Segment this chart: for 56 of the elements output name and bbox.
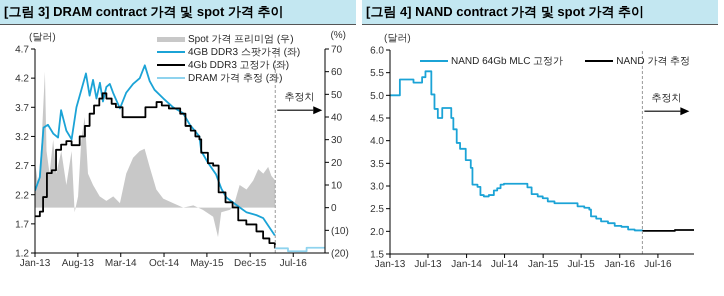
y2-tick-label: 30 <box>331 135 343 146</box>
y2-axis-title: (%) <box>330 30 346 41</box>
x-tick-label: May-15 <box>190 258 224 270</box>
x-tick-label: Jan-14 <box>451 259 482 270</box>
y-tick-label: 2.2 <box>15 190 30 202</box>
chart-title: [그림 3] DRAM contract 가격 및 spot 가격 추이 <box>0 0 356 25</box>
x-tick-label: Jul-15 <box>568 259 596 270</box>
legend-label: 4Gb DDR3 고정가 (좌) <box>187 59 290 71</box>
y-tick-label: 1.7 <box>15 219 30 230</box>
y2-tick-label: 60 <box>331 67 343 78</box>
y-tick-label: 3.5 <box>370 158 384 170</box>
y2-tick-label: 50 <box>331 90 343 101</box>
x-tick-label: Jul-16 <box>280 258 308 270</box>
x-tick-label: Aug-13 <box>62 258 94 270</box>
y-tick-label: 3.7 <box>15 102 30 114</box>
x-tick-label: Mar-14 <box>104 258 138 270</box>
legend-label: NAND 64Gb MLC 고정가 <box>450 55 564 67</box>
legend-label: 4GB DDR3 스팟가격 (좌) <box>187 46 300 58</box>
x-tick-label: Oct-14 <box>149 258 180 270</box>
y-tick-label: 4.7 <box>15 44 30 56</box>
y2-tick-label: 20 <box>331 158 343 169</box>
legend-label: Spot 가격 프리미엄 (우) <box>187 33 295 45</box>
chart-title: [그림 4] NAND contract 가격 및 spot 가격 추이 <box>362 0 718 25</box>
x-tick-label: Jan-15 <box>528 259 559 270</box>
y2-tick-label: 10 <box>331 180 343 192</box>
x-tick-label: Dec-15 <box>234 258 267 270</box>
y-tick-label: 1.5 <box>370 250 384 261</box>
x-tick-label: Jul-13 <box>414 259 442 270</box>
y-axis-title: (달러) <box>384 32 411 45</box>
y-tick-label: 3.0 <box>370 182 384 193</box>
y-tick-label: 1.2 <box>15 248 30 260</box>
y-tick-label: 4.0 <box>370 136 384 148</box>
y-tick-label: 4.2 <box>15 74 30 85</box>
y2-tick-label: 70 <box>331 44 343 56</box>
y-tick-label: 2.0 <box>370 226 384 238</box>
y-tick-label: 4.5 <box>370 114 384 125</box>
ref-line-label: 추정치 <box>284 92 314 104</box>
y-tick-label: 6.0 <box>370 46 384 57</box>
y-axis-title: (달러) <box>29 31 56 44</box>
legend-label: DRAM 가격 추정 (좌) <box>187 72 284 84</box>
ref-line-label: 추정치 <box>651 93 682 104</box>
y2-tick-label: 40 <box>331 112 343 124</box>
x-tick-label: Jul-16 <box>644 259 672 270</box>
x-tick-label: Jan-13 <box>374 259 406 270</box>
y-tick-label: 5.0 <box>370 90 384 102</box>
y-tick-label: 2.7 <box>15 161 30 172</box>
y2-tick-label: 0 <box>331 203 337 214</box>
y-tick-label: 3.2 <box>15 132 30 143</box>
y2-tick-label: (20) <box>331 248 349 260</box>
x-tick-label: Jan-13 <box>20 258 51 270</box>
y-tick-label: 2.5 <box>370 204 384 216</box>
x-tick-label: Jul-14 <box>490 259 519 270</box>
legend-label: NAND 가격 추정 <box>615 55 690 67</box>
y-tick-label: 5.5 <box>370 68 384 80</box>
x-tick-label: Jan-16 <box>604 259 636 270</box>
y2-tick-label: (10) <box>331 226 349 237</box>
